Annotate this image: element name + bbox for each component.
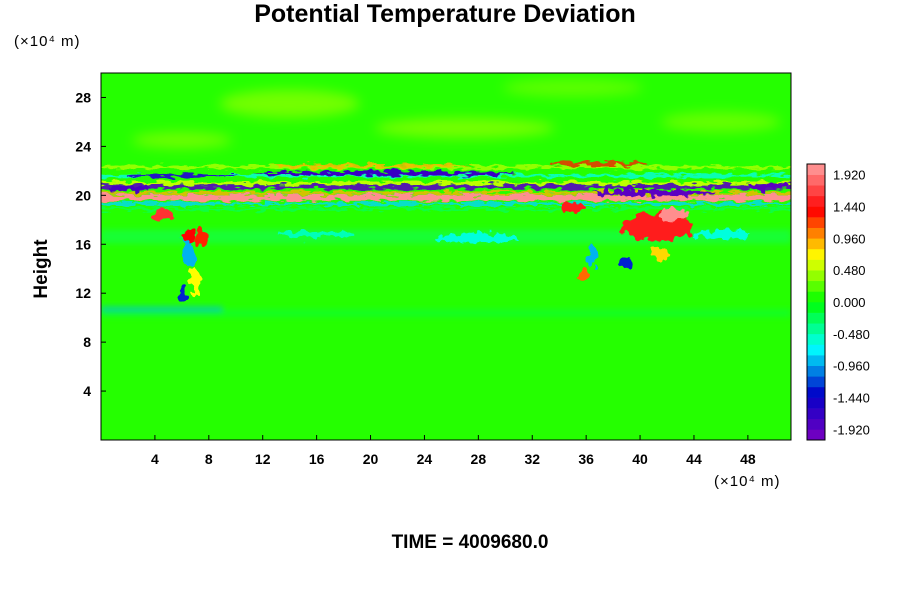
x-axis-unit: (×10⁴ m) — [714, 473, 781, 490]
y-tick-label: 8 — [83, 334, 91, 350]
y-tick-label: 28 — [75, 89, 91, 105]
x-tick-label: 44 — [686, 451, 702, 467]
x-tick-label: 24 — [417, 451, 433, 467]
y-tick-label: 12 — [75, 285, 91, 301]
x-tick-label: 4 — [151, 451, 159, 467]
colorbar-segment — [807, 227, 825, 239]
colorbar-segment — [807, 259, 825, 271]
y-tick-label: 16 — [75, 236, 91, 252]
x-tick-label: 16 — [309, 451, 325, 467]
colorbar-segment — [807, 270, 825, 282]
colorbar-segment — [807, 376, 825, 388]
colorbar-label: -0.480 — [833, 327, 870, 342]
y-tick-label: 20 — [75, 187, 91, 203]
colorbar-label: -1.920 — [833, 422, 870, 437]
upper-layer — [131, 78, 781, 149]
colorbar-segment — [807, 386, 825, 398]
upper-wave — [126, 161, 650, 178]
colorbar-segment — [807, 323, 825, 335]
y-axis-unit: (×10⁴ m) — [14, 33, 81, 50]
y-tick-label: 24 — [75, 138, 91, 154]
colorbar-segment — [807, 206, 825, 218]
colorbar-segment — [807, 185, 825, 197]
colorbar-segment — [807, 408, 825, 420]
colorbar-segment — [807, 418, 825, 430]
colorbar-segment — [807, 291, 825, 303]
time-label: TIME = 4009680.0 — [391, 532, 549, 553]
colorbar-label: 1.920 — [833, 168, 866, 183]
colorbar-segment — [807, 355, 825, 366]
colorbar-segment — [807, 280, 825, 292]
x-tick-label: 8 — [205, 451, 213, 467]
colorbar-frame — [806, 163, 826, 441]
x-tick-label: 32 — [524, 451, 540, 467]
colorbar-segment — [807, 312, 825, 324]
mid-level-structures — [176, 228, 751, 304]
colorbar-segment — [807, 365, 825, 377]
plot-frame — [100, 72, 792, 441]
x-tick-label: 12 — [255, 451, 271, 467]
colorbar-segment — [807, 248, 825, 260]
x-tick-label: 36 — [578, 451, 594, 467]
colorbar-label: 0.480 — [833, 263, 866, 278]
x-tick-label: 20 — [363, 451, 379, 467]
colorbar-segment — [807, 195, 825, 207]
x-tick-label: 48 — [740, 451, 756, 467]
colorbar-label: 0.000 — [833, 295, 866, 310]
colorbar-label: 0.960 — [833, 231, 866, 246]
colorbar-segment — [807, 429, 825, 441]
colorbar-segment — [807, 217, 825, 228]
x-tick-label: 40 — [632, 451, 648, 467]
colorbar-segment — [807, 302, 825, 313]
colorbar-label: -0.960 — [833, 359, 870, 374]
colorbar-segment — [807, 238, 825, 250]
x-tick-label: 28 — [471, 451, 487, 467]
chart-title: Potential Temperature Deviation — [254, 0, 636, 28]
colorbar-segment — [807, 333, 825, 345]
warm-cold-patches — [107, 183, 789, 245]
colorbar-segment — [807, 164, 825, 175]
y-tick-label: 4 — [83, 383, 91, 399]
colorbar-segment — [807, 174, 825, 186]
colorbar-segment — [807, 397, 825, 409]
colorbar-segment — [807, 344, 825, 356]
colorbar-label: 1.440 — [833, 199, 866, 214]
colorbar-label: -1.440 — [833, 391, 870, 406]
